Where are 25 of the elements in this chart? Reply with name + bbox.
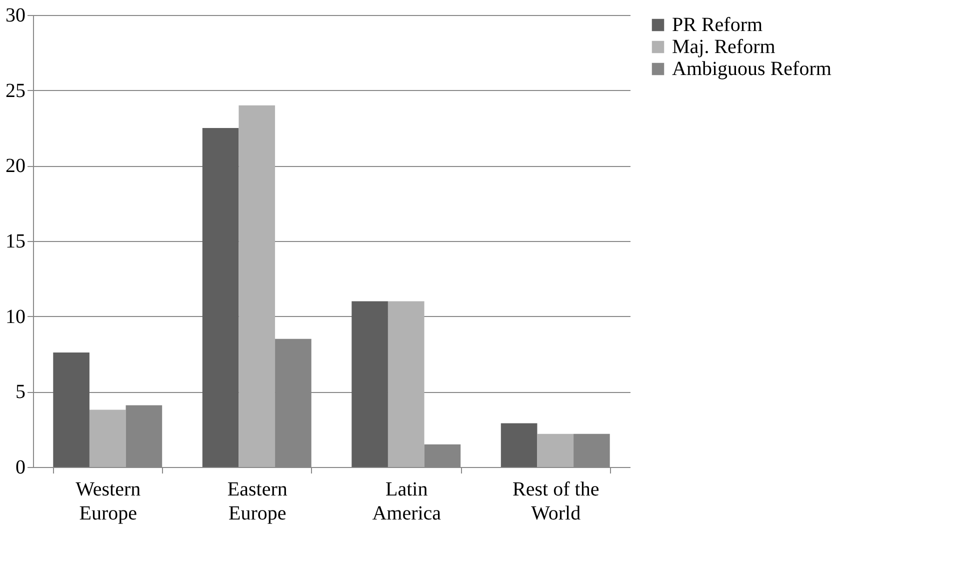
x-tick-label: Western Europe (76, 478, 141, 524)
legend-label: PR Reform (672, 14, 763, 36)
x-tick-label: Eastern Europe (227, 478, 288, 524)
bar (352, 301, 388, 467)
y-tick-label: 10 (6, 306, 26, 328)
bar (537, 434, 574, 467)
bar (388, 301, 424, 467)
x-tick-label: Rest of the World (512, 478, 600, 524)
bar (89, 410, 126, 467)
bar (238, 105, 276, 467)
y-tick-label: 30 (6, 4, 26, 26)
y-tick-label: 20 (6, 155, 26, 178)
x-tick-label: Latin America (372, 478, 442, 524)
bar (574, 434, 610, 467)
y-tick-label: 15 (6, 230, 26, 252)
bar (126, 405, 162, 467)
legend-label: Maj. Reform (672, 36, 776, 58)
legend-label: Ambiguous Reform (672, 58, 832, 80)
bar (500, 423, 538, 467)
bar (202, 128, 239, 467)
y-tick-label: 5 (16, 381, 26, 404)
y-tick-label: 25 (6, 80, 26, 102)
bar (424, 444, 461, 467)
bar (53, 352, 90, 467)
y-tick-label: 0 (16, 456, 26, 478)
